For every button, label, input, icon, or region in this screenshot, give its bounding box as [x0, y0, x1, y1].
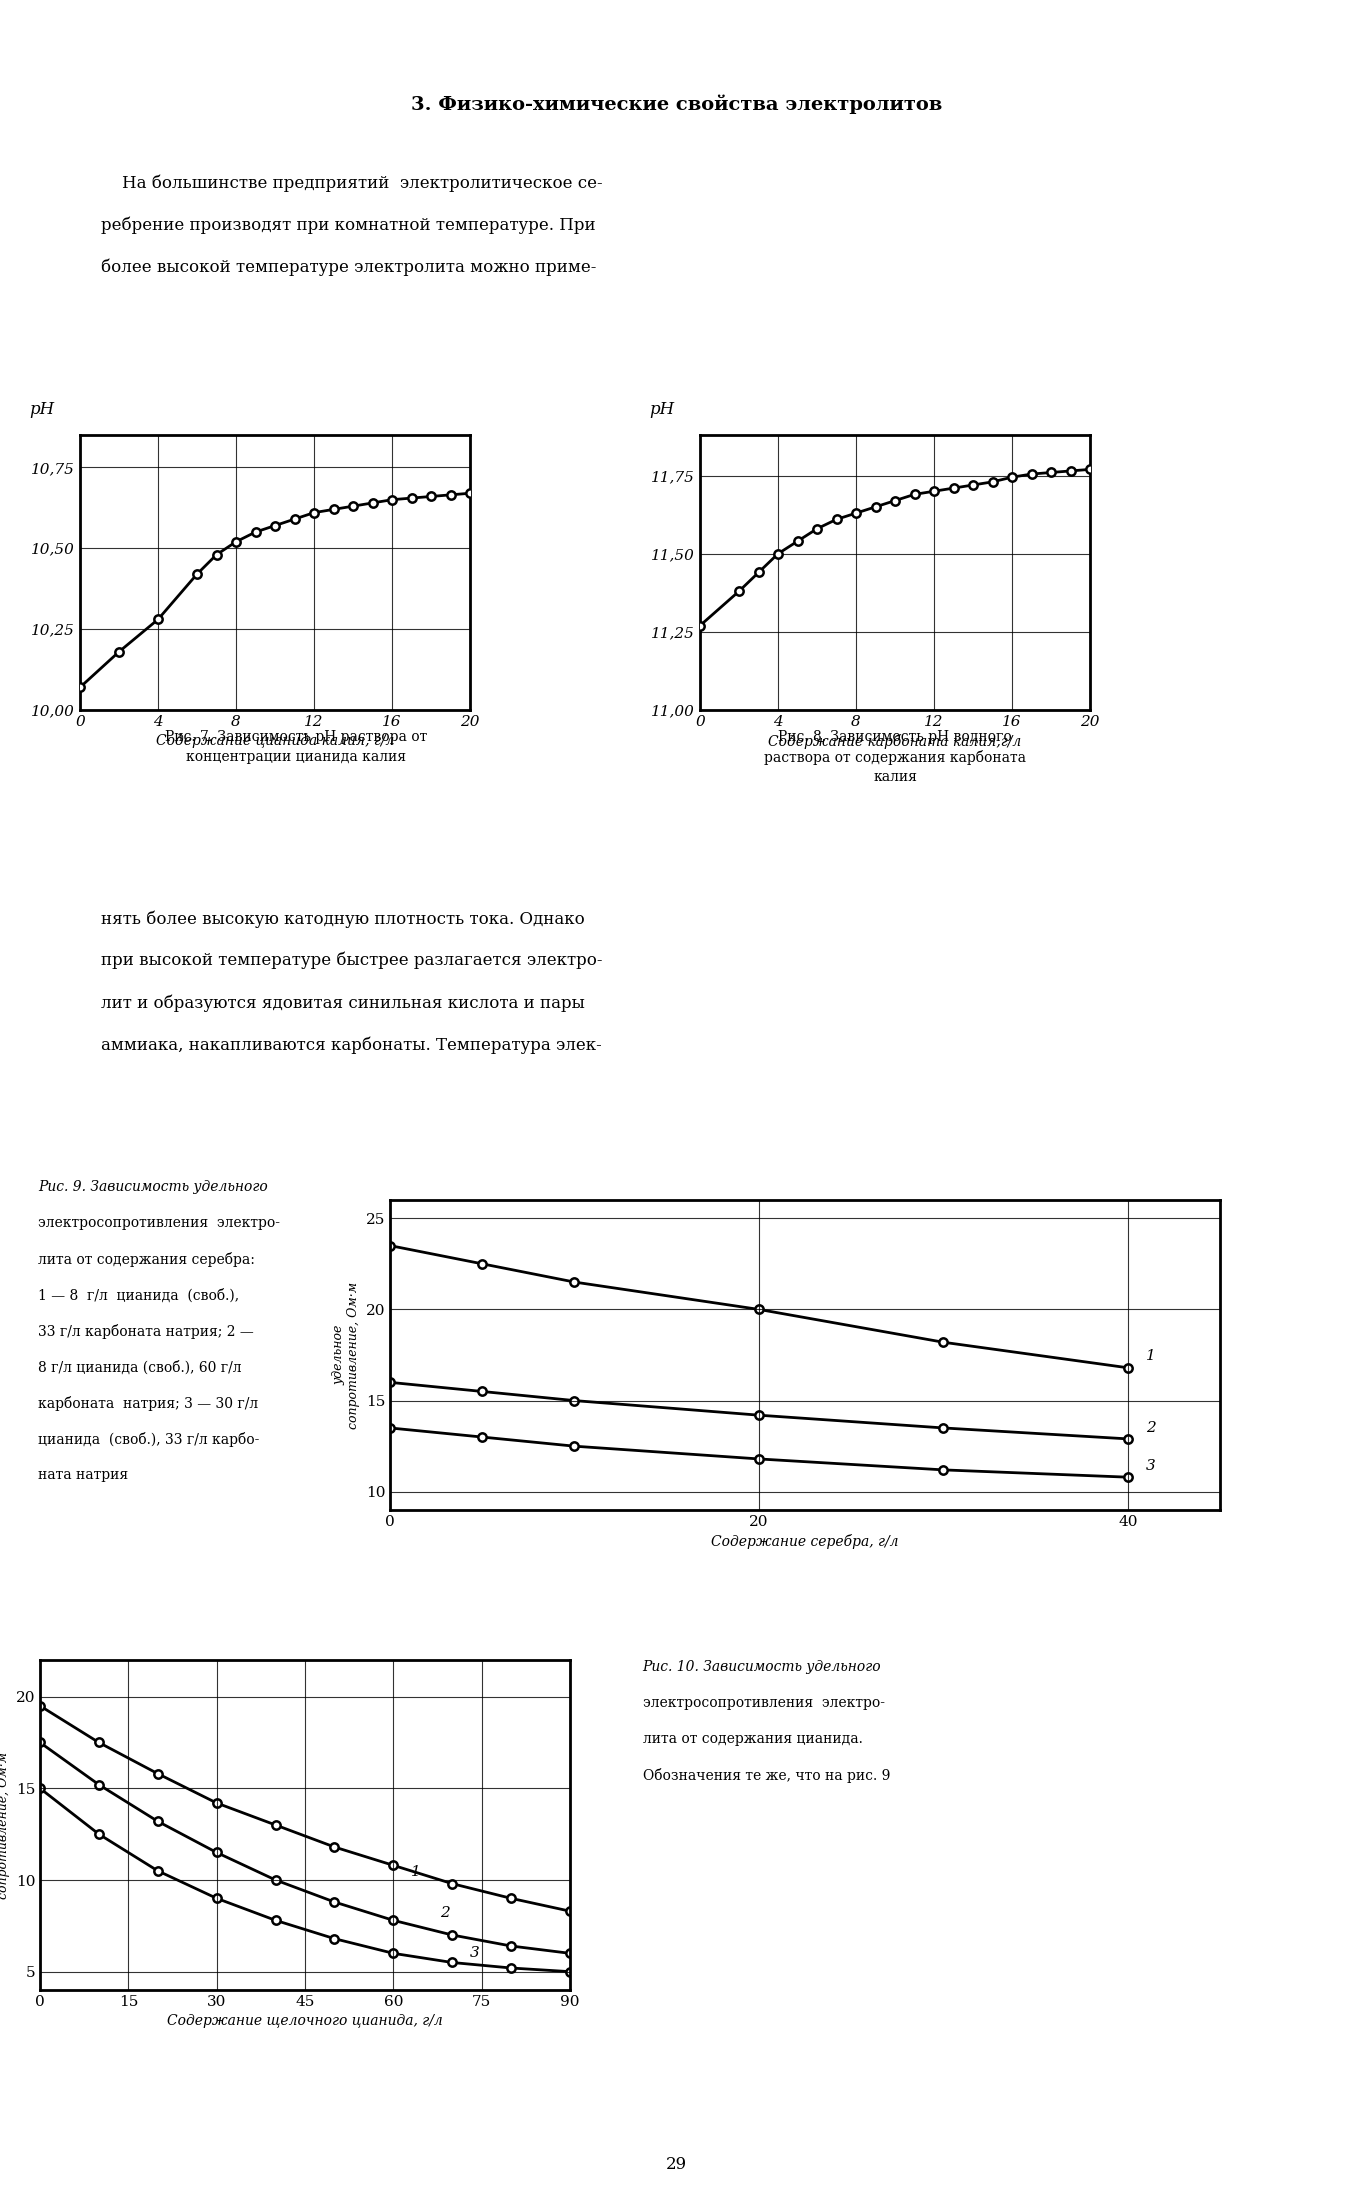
Text: 3. Физико-химические свойства электролитов: 3. Физико-химические свойства электролит… — [411, 95, 942, 114]
Text: 2: 2 — [1146, 1421, 1155, 1434]
Text: электросопротивления  электро-: электросопротивления электро- — [643, 1695, 885, 1711]
Text: лита от содержания цианида.: лита от содержания цианида. — [643, 1733, 863, 1746]
Text: Обозначения те же, что на рис. 9: Обозначения те же, что на рис. 9 — [643, 1768, 890, 1783]
Text: 8 г/л цианида (своб.), 60 г/л: 8 г/л цианида (своб.), 60 г/л — [38, 1359, 241, 1374]
Text: 1: 1 — [1146, 1350, 1155, 1363]
Text: pH: pH — [649, 402, 674, 418]
Text: 29: 29 — [666, 2155, 687, 2173]
Text: Рис. 10. Зависимость удельного: Рис. 10. Зависимость удельного — [643, 1660, 881, 1673]
Text: аммиака, накапливаются карбонаты. Температура элек-: аммиака, накапливаются карбонаты. Темпер… — [101, 1036, 602, 1053]
Text: 3: 3 — [1146, 1458, 1155, 1473]
Text: электросопротивления  электро-: электросопротивления электро- — [38, 1216, 280, 1229]
Text: pH: pH — [30, 402, 54, 418]
Text: ребрение производят при комнатной температуре. При: ребрение производят при комнатной темпер… — [101, 218, 597, 235]
Text: калия: калия — [873, 770, 917, 785]
Text: 1: 1 — [411, 1865, 421, 1880]
Text: 3: 3 — [469, 1946, 480, 1959]
Text: Рис. 7. Зависимость рН раствора от: Рис. 7. Зависимость рН раствора от — [165, 730, 428, 743]
Text: при высокой температуре быстрее разлагается электро-: при высокой температуре быстрее разлагае… — [101, 952, 603, 970]
Text: карбоната  натрия; 3 — 30 г/л: карбоната натрия; 3 — 30 г/л — [38, 1396, 258, 1412]
Text: 2: 2 — [441, 1907, 451, 1920]
Text: 1 — 8  г/л  цианида  (своб.),: 1 — 8 г/л цианида (своб.), — [38, 1289, 239, 1302]
X-axis label: Содержание цианида калия, г/л: Содержание цианида калия, г/л — [156, 734, 394, 748]
Text: ната натрия: ната натрия — [38, 1469, 129, 1482]
Y-axis label: удельное
сопротивление, Ом·м: удельное сопротивление, Ом·м — [0, 1750, 9, 1898]
Text: более высокой температуре электролита можно приме-: более высокой температуре электролита мо… — [101, 259, 597, 277]
X-axis label: Содержание карбоната калия,г/л: Содержание карбоната калия,г/л — [769, 734, 1022, 750]
Text: Рис. 9. Зависимость удельного: Рис. 9. Зависимость удельного — [38, 1181, 268, 1194]
Text: Рис. 8. Зависимость рН водного: Рис. 8. Зависимость рН водного — [778, 730, 1012, 743]
Text: 33 г/л карбоната натрия; 2 —: 33 г/л карбоната натрия; 2 — — [38, 1324, 253, 1339]
Text: На большинстве предприятий  электролитическое се-: На большинстве предприятий электролитиче… — [101, 176, 603, 194]
Y-axis label: удельное
сопротивление, Ом·м: удельное сопротивление, Ом·м — [331, 1282, 360, 1429]
Text: раствора от содержания карбоната: раствора от содержания карбоната — [764, 750, 1026, 765]
Text: нять более высокую катодную плотность тока. Однако: нять более высокую катодную плотность то… — [101, 910, 586, 928]
Text: цианида  (своб.), 33 г/л карбо-: цианида (своб.), 33 г/л карбо- — [38, 1432, 260, 1447]
Text: лит и образуются ядовитая синильная кислота и пары: лит и образуются ядовитая синильная кисл… — [101, 994, 586, 1012]
X-axis label: Содержание серебра, г/л: Содержание серебра, г/л — [712, 1535, 898, 1550]
X-axis label: Содержание щелочного цианида, г/л: Содержание щелочного цианида, г/л — [168, 2014, 442, 2027]
Text: лита от содержания серебра:: лита от содержания серебра: — [38, 1251, 254, 1267]
Text: концентрации цианида калия: концентрации цианида калия — [187, 750, 406, 763]
